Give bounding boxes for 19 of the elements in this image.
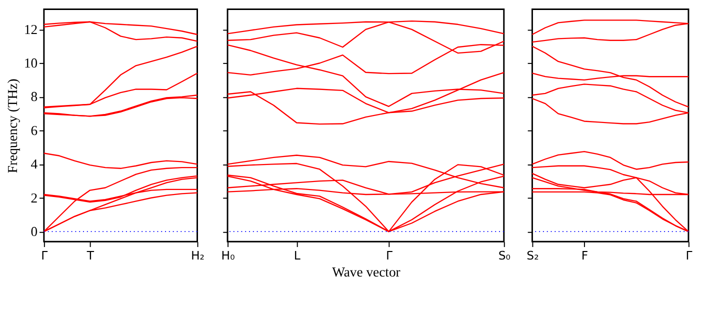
- x-tick-label: L: [294, 248, 301, 263]
- x-tick-label: S₂: [526, 248, 539, 263]
- y-tick-label: 6: [30, 122, 38, 138]
- y-axis-title: Frequency (THz): [5, 78, 20, 174]
- y-tick-label: 10: [24, 56, 38, 71]
- x-tick-label: Γ: [686, 248, 693, 263]
- x-tick-label: Γ: [386, 248, 393, 263]
- x-tick-label: H₀: [221, 248, 236, 263]
- y-tick-label: 0: [30, 224, 38, 239]
- x-tick-label: F: [581, 248, 588, 263]
- x-tick-label: S₀: [498, 248, 511, 263]
- x-tick-label: H₂: [191, 248, 204, 263]
- y-tick-label: 12: [24, 22, 38, 37]
- y-tick-label: 2: [30, 190, 38, 206]
- y-tick-label: 8: [30, 89, 38, 104]
- x-tick-label: Γ: [41, 248, 48, 263]
- x-axis-title: Wave vector: [332, 264, 401, 280]
- x-tick-label: T: [86, 248, 95, 263]
- y-tick-label: 4: [30, 156, 38, 172]
